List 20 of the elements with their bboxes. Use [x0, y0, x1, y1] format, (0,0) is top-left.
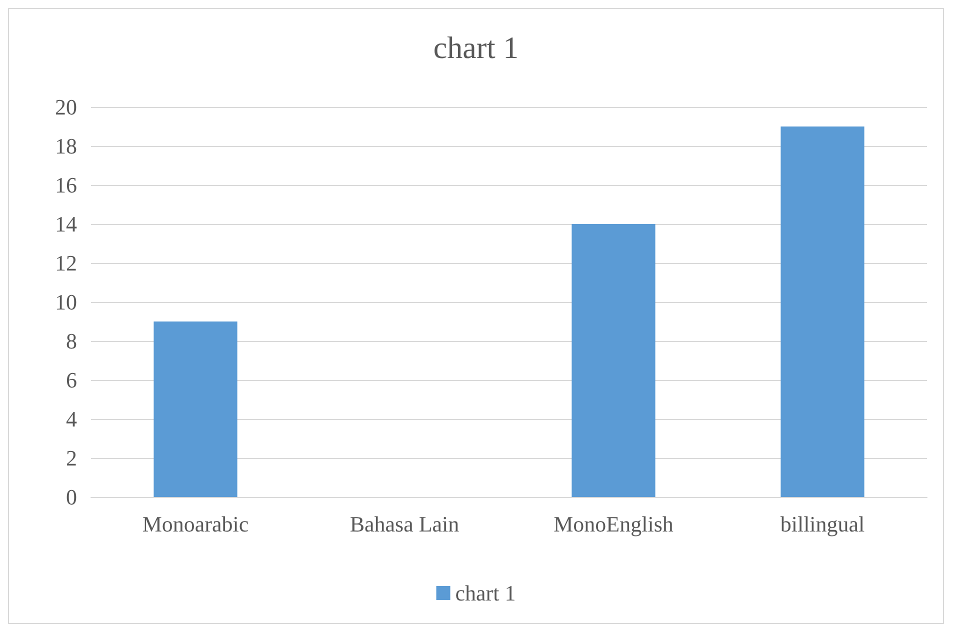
chart-title: chart 1: [433, 30, 519, 65]
y-tick-label: 8: [66, 328, 77, 354]
bar: [154, 322, 238, 497]
y-tick-label: 12: [55, 250, 77, 276]
y-tick-label: 20: [55, 94, 77, 120]
y-tick-label: 14: [55, 212, 77, 236]
x-tick-label: Bahasa Lain: [350, 512, 460, 536]
y-tick-label: 4: [66, 406, 77, 432]
y-tick-label: 6: [66, 368, 77, 392]
y-tick-label: 2: [66, 446, 77, 470]
bar: [780, 126, 864, 497]
x-tick-label: Monoarabic: [142, 512, 249, 536]
y-tick-label: 0: [66, 484, 77, 510]
x-tick-label: MonoEnglish: [554, 512, 674, 536]
bar: [572, 224, 656, 497]
y-tick-label: 18: [55, 134, 77, 158]
x-tick-label: billingual: [780, 512, 865, 536]
legend-label: chart 1: [455, 580, 516, 606]
y-tick-label: 10: [55, 290, 77, 314]
y-tick-label: 16: [55, 172, 77, 198]
